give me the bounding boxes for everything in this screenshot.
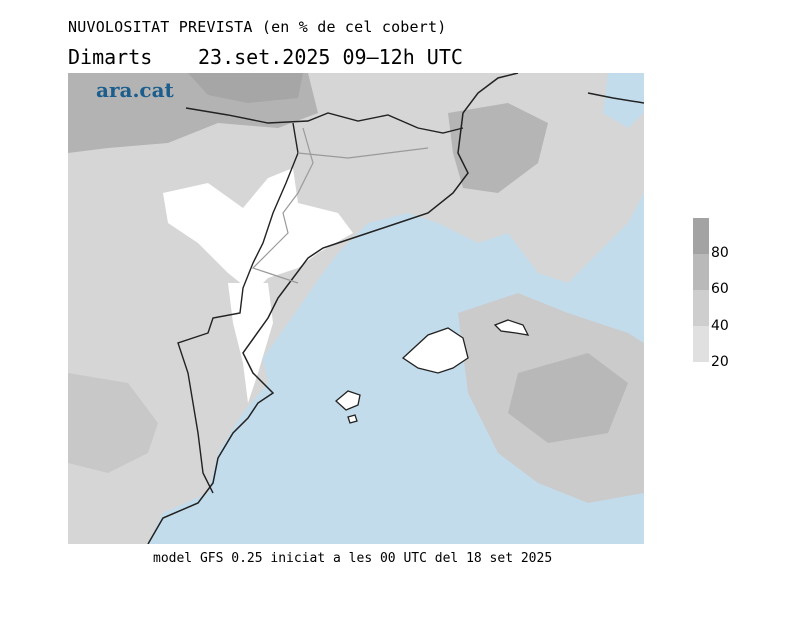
island-formentera xyxy=(347,414,358,424)
cloud-cover-map-svg xyxy=(68,73,644,544)
cloud-cover-map xyxy=(68,73,644,544)
island-eivissa xyxy=(335,390,361,411)
island-menorca xyxy=(493,319,530,336)
cloud-area-north-dark xyxy=(188,73,303,103)
legend-band-20 xyxy=(693,326,709,362)
legend-label-80: 80 xyxy=(711,245,729,261)
coastline xyxy=(147,73,519,544)
island-mallorca xyxy=(401,327,469,374)
ara-cat-logo: ara.cat xyxy=(96,78,174,102)
forecast-day: Dimarts xyxy=(68,45,153,69)
border-provinces xyxy=(251,127,314,284)
forecast-time: Dimarts 23.set.2025 09–12h UTC xyxy=(68,45,463,69)
legend-bar xyxy=(693,218,709,362)
legend-label-60: 60 xyxy=(711,281,729,297)
legend-label-20: 20 xyxy=(711,354,729,370)
legend-label-40: 40 xyxy=(711,318,729,334)
cloud-area-gulf-lion xyxy=(448,103,548,193)
model-footer: model GFS 0.25 iniciat a les 00 UTC del … xyxy=(153,551,553,566)
cloud-area-sea-east-dark xyxy=(508,353,628,443)
border-catalonia xyxy=(177,122,299,494)
map-title: NUVOLOSITAT PREVISTA (en % de cel cobert… xyxy=(68,18,447,36)
sea-area-north-east xyxy=(603,73,644,128)
cloud-area-west xyxy=(68,373,158,473)
border-france-spain xyxy=(185,107,464,134)
legend-band-60 xyxy=(693,254,709,290)
forecast-date-range: 23.set.2025 09–12h UTC xyxy=(198,45,463,69)
border-provinces-north xyxy=(297,147,429,159)
coastline-north-east xyxy=(587,92,644,104)
legend-band-40 xyxy=(693,290,709,326)
legend-band-80 xyxy=(693,218,709,254)
